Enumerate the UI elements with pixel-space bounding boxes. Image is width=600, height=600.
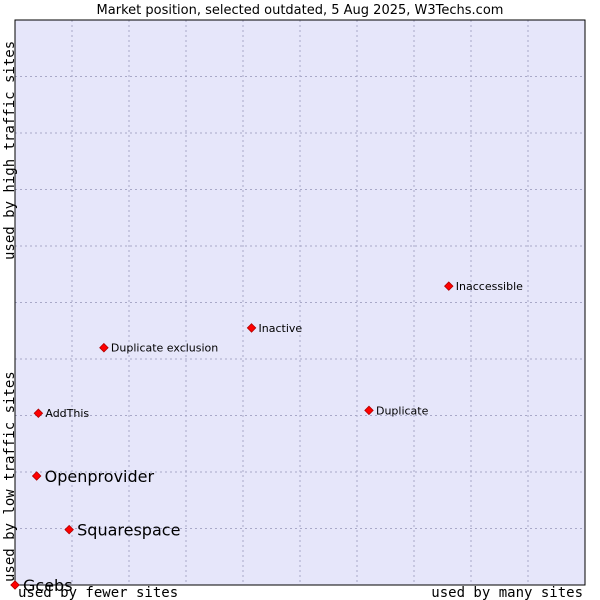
data-point-label: Inaccessible [456,280,523,293]
plot-frame [14,19,586,586]
data-point-marker [64,524,74,535]
data-point-marker [99,342,109,353]
data-point-marker [10,580,20,590]
chart-title: Market position, selected outdated, 5 Au… [97,3,504,18]
data-point-label: Duplicate [376,404,429,417]
data-point-marker [364,405,374,416]
data-point-label: Duplicate exclusion [111,342,218,355]
x-axis-label-low: used by fewer sites [18,585,178,600]
data-point-marker [31,471,42,481]
data-point-label: Gcebs [23,576,73,595]
data-point-label: Squarespace [77,521,180,540]
data-point-marker [33,408,44,419]
y-axis-label-low: used by low traffic sites [2,371,18,582]
y-axis-label-high: used by high traffic sites [2,41,18,260]
data-point-marker [444,281,454,291]
data-point-label: AddThis [45,407,89,420]
grid-lines [15,20,585,585]
data-point-marker [246,323,257,333]
data-point-label: Inactive [259,322,303,335]
data-point-label: Openprovider [45,467,155,486]
data-points: Gcebs Squarespace Openprovider AddThis Dupli… [10,280,523,595]
x-axis-label-high: used by many sites [431,585,583,600]
